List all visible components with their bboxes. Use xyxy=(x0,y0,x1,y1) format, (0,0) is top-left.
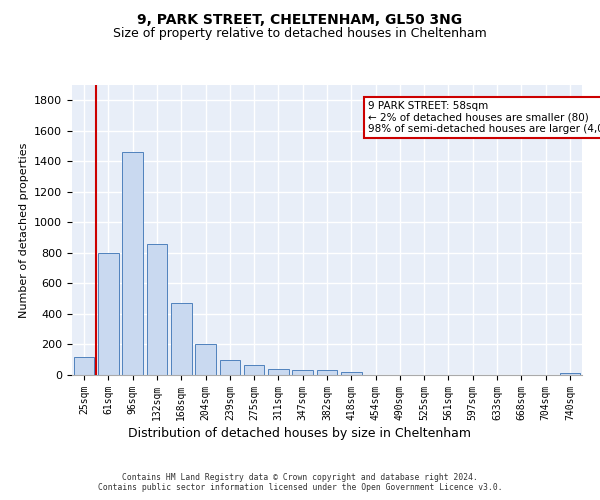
Bar xyxy=(317,370,337,375)
Bar xyxy=(220,360,240,375)
Text: Distribution of detached houses by size in Cheltenham: Distribution of detached houses by size … xyxy=(128,428,472,440)
Text: 9 PARK STREET: 58sqm
← 2% of detached houses are smaller (80)
98% of semi-detach: 9 PARK STREET: 58sqm ← 2% of detached ho… xyxy=(368,101,600,134)
Bar xyxy=(171,304,191,375)
Bar xyxy=(74,356,94,375)
Text: Contains HM Land Registry data © Crown copyright and database right 2024.
Contai: Contains HM Land Registry data © Crown c… xyxy=(98,472,502,492)
Bar xyxy=(122,152,143,375)
Bar xyxy=(292,370,313,375)
Bar xyxy=(146,244,167,375)
Bar xyxy=(341,372,362,375)
Bar xyxy=(98,253,119,375)
Bar xyxy=(560,372,580,375)
Y-axis label: Number of detached properties: Number of detached properties xyxy=(19,142,29,318)
Bar xyxy=(268,369,289,375)
Text: 9, PARK STREET, CHELTENHAM, GL50 3NG: 9, PARK STREET, CHELTENHAM, GL50 3NG xyxy=(137,12,463,26)
Text: Size of property relative to detached houses in Cheltenham: Size of property relative to detached ho… xyxy=(113,28,487,40)
Bar xyxy=(244,365,265,375)
Bar xyxy=(195,344,216,375)
